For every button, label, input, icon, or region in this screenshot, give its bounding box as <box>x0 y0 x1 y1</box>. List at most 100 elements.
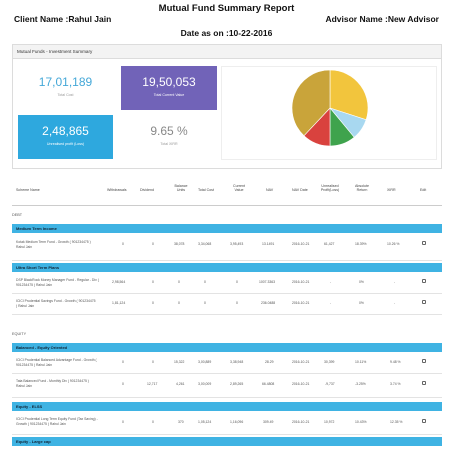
row-units: 4,261 <box>176 382 185 386</box>
current-value-value: 19,50,053 <box>142 75 196 89</box>
row-navdate: 2016-10-21 <box>292 360 310 364</box>
th-cost: Total Cost <box>198 188 214 192</box>
row-scheme-name: Tata Balanced Fund - Monthly Div ( 90123… <box>16 379 89 388</box>
table-row: DSP BlackRock Money Manager Fund - Regul… <box>12 274 442 294</box>
row-withdrawals: 0 <box>122 360 124 364</box>
th-nav: NAV <box>266 188 274 192</box>
total-cost-value: 17,01,189 <box>38 75 93 89</box>
th-pl: Unrealised Profit(Loss) <box>320 184 340 192</box>
category-elss: Equity - ELSS <box>12 402 442 411</box>
holdings-table: Scheme Name Withdrawals Dividend Balance… <box>12 172 442 206</box>
th-dividend: Dividend <box>140 188 154 192</box>
th-withdrawals: Withdrawals <box>107 188 127 192</box>
row-dividend: 0 <box>152 301 154 305</box>
th-navdate: NAV Date <box>292 188 308 192</box>
row-navdate: 2016-10-21 <box>292 301 310 305</box>
current-value-card: 19,50,053 Total Current Value <box>121 66 217 110</box>
row-cost: 3,00,009 <box>198 382 212 386</box>
row-scheme-name: ICICI Prudential Long Term Equity Fund (… <box>16 417 98 426</box>
row-cost: 0 <box>204 301 206 305</box>
investment-summary-panel: Mutual Funds - Investment Summary 17,01,… <box>12 44 442 169</box>
row-abs: 0% <box>359 301 364 305</box>
row-value: 1,16,096 <box>230 420 244 424</box>
category-medium-term: Medium Term Income <box>12 224 442 233</box>
th-scheme: Scheme Name <box>16 188 40 192</box>
row-xirr: 12.35 % <box>390 420 403 424</box>
row-value: 0 <box>236 280 238 284</box>
unrealised-label: Unrealised profit (Loss) <box>46 142 85 146</box>
row-withdrawals: 0 <box>122 382 124 386</box>
row-pl: - <box>330 280 332 284</box>
pie-slice <box>291 69 331 137</box>
row-pl: - <box>330 301 332 305</box>
edit-icon[interactable] <box>422 300 426 304</box>
row-value: 0 <box>236 301 238 305</box>
row-nav: 28.29 <box>265 360 274 364</box>
row-xirr: 3.74 % <box>390 382 401 386</box>
row-pl: -9,737 <box>325 382 335 386</box>
row-cost: 3,00,889 <box>198 360 212 364</box>
row-units: 370 <box>178 420 184 424</box>
row-cost: 0 <box>204 280 206 284</box>
row-scheme-name: ICICI Prudential Savings Fund - Growth (… <box>16 299 96 308</box>
edit-icon[interactable] <box>422 381 426 385</box>
table-row: ICICI Prudential Long Term Equity Fund (… <box>12 413 442 435</box>
table-row: Tata Balanced Fund - Monthly Div ( 90123… <box>12 375 442 398</box>
row-nav: 66.4808 <box>262 382 275 386</box>
edit-icon[interactable] <box>422 241 426 245</box>
row-pl: 30,399 <box>324 360 335 364</box>
th-edit: Edit <box>420 188 427 192</box>
row-xirr: 10.26 % <box>387 242 400 246</box>
th-xirr: XIRR <box>387 188 396 192</box>
xirr-card: 9.65 % Total XIRR <box>121 115 217 159</box>
row-value: 3,38,948 <box>230 360 244 364</box>
section-equity: EQUITY <box>12 332 27 336</box>
allocation-pie-chart <box>221 66 437 160</box>
row-nav: 236.0488 <box>261 301 276 305</box>
total-cost-label: Total Cost <box>57 93 74 97</box>
row-value: 2,89,265 <box>230 382 244 386</box>
category-ultra-short: Ultra Short Term Plans <box>12 263 442 272</box>
row-xirr: 9.48 % <box>390 360 401 364</box>
edit-icon[interactable] <box>422 279 426 283</box>
panel-title: Mutual Funds - Investment Summary <box>13 45 441 59</box>
row-scheme-name: DSP BlackRock Money Manager Fund - Regul… <box>16 278 99 287</box>
row-navdate: 2016-10-21 <box>292 420 310 424</box>
row-nav: 309.49 <box>263 420 274 424</box>
section-debt: DEBT <box>12 213 23 217</box>
row-scheme-name: ICICI Prudential Balanced Advantage Fund… <box>16 358 97 367</box>
row-dividend: 0 <box>152 360 154 364</box>
row-dividend: 0 <box>152 420 154 424</box>
table-row: ICICI Prudential Savings Fund - Growth (… <box>12 295 442 315</box>
report-title: Mutual Fund Summary Report <box>158 3 295 14</box>
th-value: Current Value <box>233 184 245 192</box>
edit-icon[interactable] <box>422 359 426 363</box>
advisor-name: Advisor Name :New Advisor <box>325 14 439 24</box>
unrealised-value: 2,48,865 <box>42 124 89 138</box>
edit-icon[interactable] <box>422 419 426 423</box>
row-abs: -3.25% <box>355 382 366 386</box>
row-dividend: 12,717 <box>147 382 158 386</box>
table-row: ICICI Prudential Balanced Advantage Fund… <box>12 354 442 374</box>
client-name: Client Name :Rahul Jain <box>14 14 112 24</box>
row-xirr: - <box>394 301 396 305</box>
table-header-row: Scheme Name Withdrawals Dividend Balance… <box>12 172 442 206</box>
row-withdrawals: 2,98,564 <box>112 280 126 284</box>
category-large-cap: Equity - Large cap <box>12 437 442 446</box>
th-units: Balance Units <box>174 184 188 192</box>
total-cost-card: 17,01,189 Total Cost <box>18 66 113 110</box>
row-value: 3,95,493 <box>230 242 244 246</box>
row-withdrawals: 1,81,124 <box>112 301 126 305</box>
xirr-value: 9.65 % <box>150 124 188 138</box>
row-abs: 18.39% <box>355 242 367 246</box>
row-navdate: 2016-10-21 <box>292 280 310 284</box>
row-navdate: 2016-10-21 <box>292 242 310 246</box>
row-withdrawals: 0 <box>122 420 124 424</box>
row-dividend: 0 <box>152 242 154 246</box>
report-date: Date as on :10-22-2016 <box>180 28 273 38</box>
row-pl: 61,427 <box>324 242 335 246</box>
row-units: 38,078 <box>174 242 185 246</box>
table-row: Kotak Medium Term Fund - Growth ( 901234… <box>12 235 442 261</box>
row-nav: 1007.3363 <box>259 280 276 284</box>
row-cost: 1,05,124 <box>198 420 212 424</box>
